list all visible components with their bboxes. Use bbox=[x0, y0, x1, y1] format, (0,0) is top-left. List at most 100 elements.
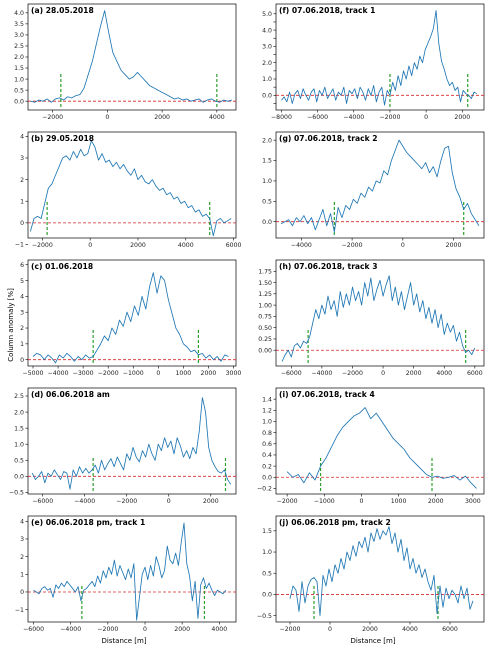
y-tick-label: 2.0 bbox=[14, 54, 24, 61]
x-tick-label: 4000 bbox=[211, 626, 227, 633]
x-tick-label: −2000 bbox=[379, 114, 400, 121]
x-tick-label: −2000 bbox=[116, 498, 137, 505]
panel-title: (h) 07.06.2018, track 3 bbox=[279, 262, 378, 271]
y-tick-label: 3.0 bbox=[262, 44, 272, 51]
x-tick-label: −2000 bbox=[280, 626, 301, 633]
x-tick-label: 0 bbox=[105, 114, 109, 121]
panel-title: (f) 07.06.2018, track 1 bbox=[279, 6, 375, 15]
panel-title: (g) 07.06.2018, track 2 bbox=[279, 134, 378, 143]
anomaly-series-line bbox=[29, 140, 232, 237]
x-tick-label: 1000 bbox=[175, 370, 191, 377]
axes-frame bbox=[275, 259, 485, 367]
panel-title: (c) 01.06.2018 bbox=[31, 262, 93, 271]
y-tick-label: 0.0 bbox=[262, 93, 272, 100]
x-tick-label: 0 bbox=[88, 242, 92, 249]
anomaly-series-line bbox=[33, 522, 227, 621]
axes-frame bbox=[27, 3, 237, 111]
x-tick-label: −4000 bbox=[343, 114, 364, 121]
x-tick-label: 0 bbox=[143, 626, 147, 633]
panel-d: −6000 −4000 −2000 0 2000 −0.5 0.0 0.5 1.0 1.5 2.0 2… bbox=[9, 387, 237, 505]
panel-f: −8000 −6000 −4000 −2000 0 2000 0.0 1.0 2.0 3.0 4.0… bbox=[262, 3, 485, 121]
x-tick-label: 0 bbox=[381, 370, 385, 377]
x-tick-label: 0 bbox=[359, 498, 363, 505]
y-tick-label: 0.4 bbox=[262, 452, 272, 459]
panel-g: −4000 −2000 0 2000 0.0 0.5 1.0 1.5 2.0 (g) 07.06.… bbox=[262, 131, 485, 249]
y-tick-label: 5 bbox=[20, 278, 24, 285]
x-tick-label: 0 bbox=[328, 626, 332, 633]
y-tick-label: −1 bbox=[15, 607, 24, 614]
y-tick-label: 0 bbox=[20, 357, 24, 364]
y-tick-label: 1.75 bbox=[258, 268, 272, 275]
y-tick-label: 0.00 bbox=[258, 347, 272, 354]
x-tick-label: −8000 bbox=[271, 114, 292, 121]
y-tick-label: 3 bbox=[20, 155, 24, 162]
panel-title: (b) 29.05.2018 bbox=[31, 134, 94, 143]
x-axis-label-right: Distance [m] bbox=[350, 637, 395, 645]
y-tick-label: 1.0 bbox=[262, 76, 272, 83]
x-tick-label: 3000 bbox=[226, 370, 242, 377]
y-tick-label: 1.2 bbox=[262, 408, 272, 415]
anomaly-series-line bbox=[281, 10, 477, 106]
panel-h: −6000 −4000 −2000 0 2000 4000 6000 0.00 0.25 0.50… bbox=[258, 259, 485, 377]
x-tick-label: 2000 bbox=[428, 498, 444, 505]
y-tick-label: 2.0 bbox=[14, 409, 24, 416]
y-tick-label: 0.75 bbox=[258, 314, 272, 321]
y-tick-label: 1.0 bbox=[14, 441, 24, 448]
y-tick-label: 1 bbox=[20, 341, 24, 348]
y-tick-label: 0.0 bbox=[262, 219, 272, 226]
y-tick-label: 1 bbox=[20, 572, 24, 579]
y-tick-label: 1.50 bbox=[258, 280, 272, 287]
x-tick-label: −1000 bbox=[123, 370, 144, 377]
x-tick-label: 4000 bbox=[178, 242, 194, 249]
panel-j: −2000 0 2000 4000 6000 −0.5 0.0 0.5 1.0 1.5 (j) 06… bbox=[257, 515, 485, 633]
axes-frame bbox=[275, 387, 485, 495]
x-tick-label: 2000 bbox=[454, 114, 470, 121]
x-tick-label: 6000 bbox=[442, 626, 458, 633]
x-tick-label: −2000 bbox=[32, 242, 53, 249]
y-tick-label: 5.0 bbox=[262, 11, 272, 18]
x-tick-label: −3000 bbox=[73, 370, 94, 377]
x-tick-label: 2000 bbox=[362, 626, 378, 633]
y-tick-label: 1.5 bbox=[14, 65, 24, 72]
y-tick-label: 0.2 bbox=[262, 463, 272, 470]
x-tick-label: −4000 bbox=[291, 242, 312, 249]
axes-frame bbox=[275, 515, 485, 623]
x-tick-label: −2000 bbox=[342, 370, 363, 377]
axes-frame bbox=[27, 515, 237, 623]
axes-frame bbox=[27, 259, 237, 367]
x-tick-label: −6000 bbox=[23, 626, 44, 633]
y-tick-label: 3 bbox=[20, 309, 24, 316]
panel-b: −2000 0 2000 4000 6000 −1 0 1 2 3 4 (b) 29.05.2018 bbox=[15, 131, 242, 249]
y-tick-label: 0.6 bbox=[262, 441, 272, 448]
y-tick-label: 0.50 bbox=[258, 325, 272, 332]
y-tick-label: 0.5 bbox=[14, 457, 24, 464]
y-tick-label: 4 bbox=[20, 294, 24, 301]
x-tick-label: 4000 bbox=[209, 114, 225, 121]
panel-title: (j) 06.06.2018 pm, track 2 bbox=[279, 518, 391, 527]
panel-title: (e) 06.06.2018 pm, track 1 bbox=[31, 518, 145, 527]
y-tick-label: 0.5 bbox=[14, 87, 24, 94]
anomaly-series-line bbox=[30, 10, 233, 103]
x-tick-label: −4000 bbox=[48, 370, 69, 377]
x-tick-label: 4000 bbox=[436, 370, 452, 377]
y-tick-label: 0.5 bbox=[262, 570, 272, 577]
panel-c: −5000 −4000 −3000 −2000 −1000 0 1000 2000 3000 0 1… bbox=[20, 259, 242, 377]
y-tick-label: 0 bbox=[20, 589, 24, 596]
x-tick-label: 0 bbox=[167, 498, 171, 505]
anomaly-series-line bbox=[286, 407, 477, 489]
x-tick-label: 2000 bbox=[203, 498, 219, 505]
x-tick-label: −2000 bbox=[342, 242, 363, 249]
x-tick-label: −6000 bbox=[32, 498, 53, 505]
y-tick-label: 0.0 bbox=[262, 592, 272, 599]
y-tick-label: 1.4 bbox=[262, 396, 272, 403]
y-tick-label: 0 bbox=[20, 220, 24, 227]
y-tick-label: 6 bbox=[20, 262, 24, 269]
x-tick-label: 2000 bbox=[154, 114, 170, 121]
y-tick-label: 4.0 bbox=[14, 10, 24, 17]
x-tick-label: 2000 bbox=[201, 370, 217, 377]
x-tick-label: −5000 bbox=[23, 370, 44, 377]
y-tick-label: 1.5 bbox=[14, 425, 24, 432]
y-axis-label-left: Column anomaly [%] bbox=[7, 288, 15, 362]
anomaly-series-line bbox=[31, 397, 232, 490]
